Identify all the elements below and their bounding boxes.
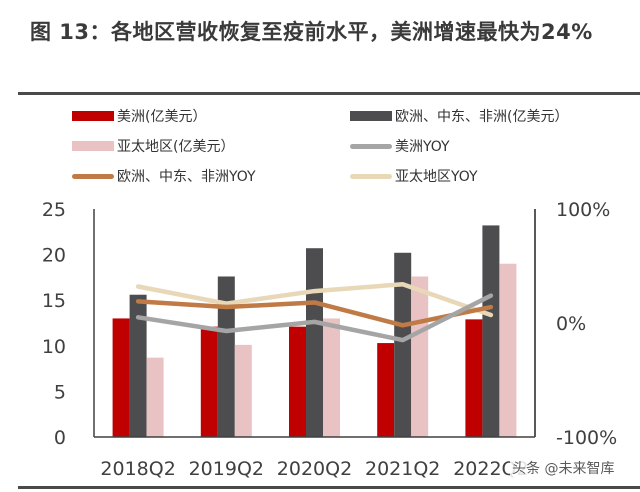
- line-apac-yoy: [135, 281, 494, 318]
- legend-item-apac-yoy: 亚太地区YOY: [350, 166, 478, 186]
- x-tick-label: 2021Q2: [365, 458, 440, 480]
- bar-apac-2018Q2: [146, 357, 164, 437]
- legend-label: 欧洲、中东、非洲(亿美元）: [395, 109, 569, 125]
- line-emea-yoy: [135, 299, 494, 328]
- right-tick-label: 0%: [556, 313, 586, 335]
- bar-americas-2019Q2: [200, 326, 218, 437]
- bar-emea-2018Q2: [129, 294, 147, 437]
- bar-emea-2020Q2: [306, 248, 323, 437]
- x-tick-label: 2019Q2: [189, 458, 264, 480]
- right-tick-label: -100%: [556, 427, 617, 449]
- legend-label: 美洲(亿美元）: [117, 109, 207, 125]
- left-tick-label: 15: [42, 290, 66, 312]
- bar-emea-2021Q2: [394, 252, 412, 437]
- left-tick-label: 0: [54, 427, 66, 449]
- legend-label: 亚太地区(亿美元）: [117, 139, 235, 155]
- bar-emea-2019Q2: [217, 276, 235, 437]
- legend-item-emea-revenue: 欧洲、中东、非洲(亿美元）: [350, 106, 568, 126]
- legend-item-apac-revenue: 亚太地区(亿美元）: [72, 136, 234, 156]
- bar-apac-2021Q2: [411, 276, 429, 437]
- left-tick-label: 20: [42, 245, 66, 267]
- legend-swatch: [350, 173, 392, 179]
- top-divider: [18, 92, 640, 95]
- legend-swatch: [72, 111, 114, 121]
- bar-americas-2020Q2: [289, 326, 306, 437]
- left-tick-label: 10: [42, 336, 66, 358]
- legend-swatch: [350, 143, 392, 149]
- legend-swatch: [350, 111, 392, 121]
- line-americas-yoy: [135, 293, 494, 343]
- legend-label: 亚太地区YOY: [395, 169, 478, 185]
- bottom-divider: [18, 486, 640, 489]
- left-tick-label: 25: [42, 199, 66, 221]
- legend-label: 美洲YOY: [395, 139, 450, 155]
- legend-swatch: [72, 141, 114, 151]
- watermark: 头条 @未来智库: [510, 458, 617, 478]
- x-tick-label: 2018Q2: [100, 458, 175, 480]
- legend-item-americas-revenue: 美洲(亿美元）: [72, 106, 206, 126]
- bar-americas-2021Q2: [377, 343, 395, 437]
- chart-title: 图 13：各地区营收恢复至疫前水平，美洲增速最快为24%: [30, 20, 593, 44]
- legend-swatch: [72, 173, 114, 179]
- bar-americas-2022Q2: [465, 319, 483, 437]
- bar-apac-2020Q2: [323, 318, 340, 437]
- x-tick-label: 2022Q2: [453, 458, 528, 480]
- legend-item-americas-yoy: 美洲YOY: [350, 136, 450, 156]
- legend-item-emea-yoy: 欧洲、中东、非洲YOY: [72, 166, 256, 186]
- bar-americas-2018Q2: [112, 318, 130, 437]
- left-tick-label: 5: [54, 381, 66, 403]
- bar-apac-2022Q2: [499, 263, 517, 437]
- x-tick-label: 2020Q2: [277, 458, 352, 480]
- legend-label: 欧洲、中东、非洲YOY: [117, 169, 256, 185]
- bar-emea-2022Q2: [482, 225, 500, 437]
- right-tick-label: 100%: [556, 199, 610, 221]
- bar-apac-2019Q2: [234, 344, 252, 437]
